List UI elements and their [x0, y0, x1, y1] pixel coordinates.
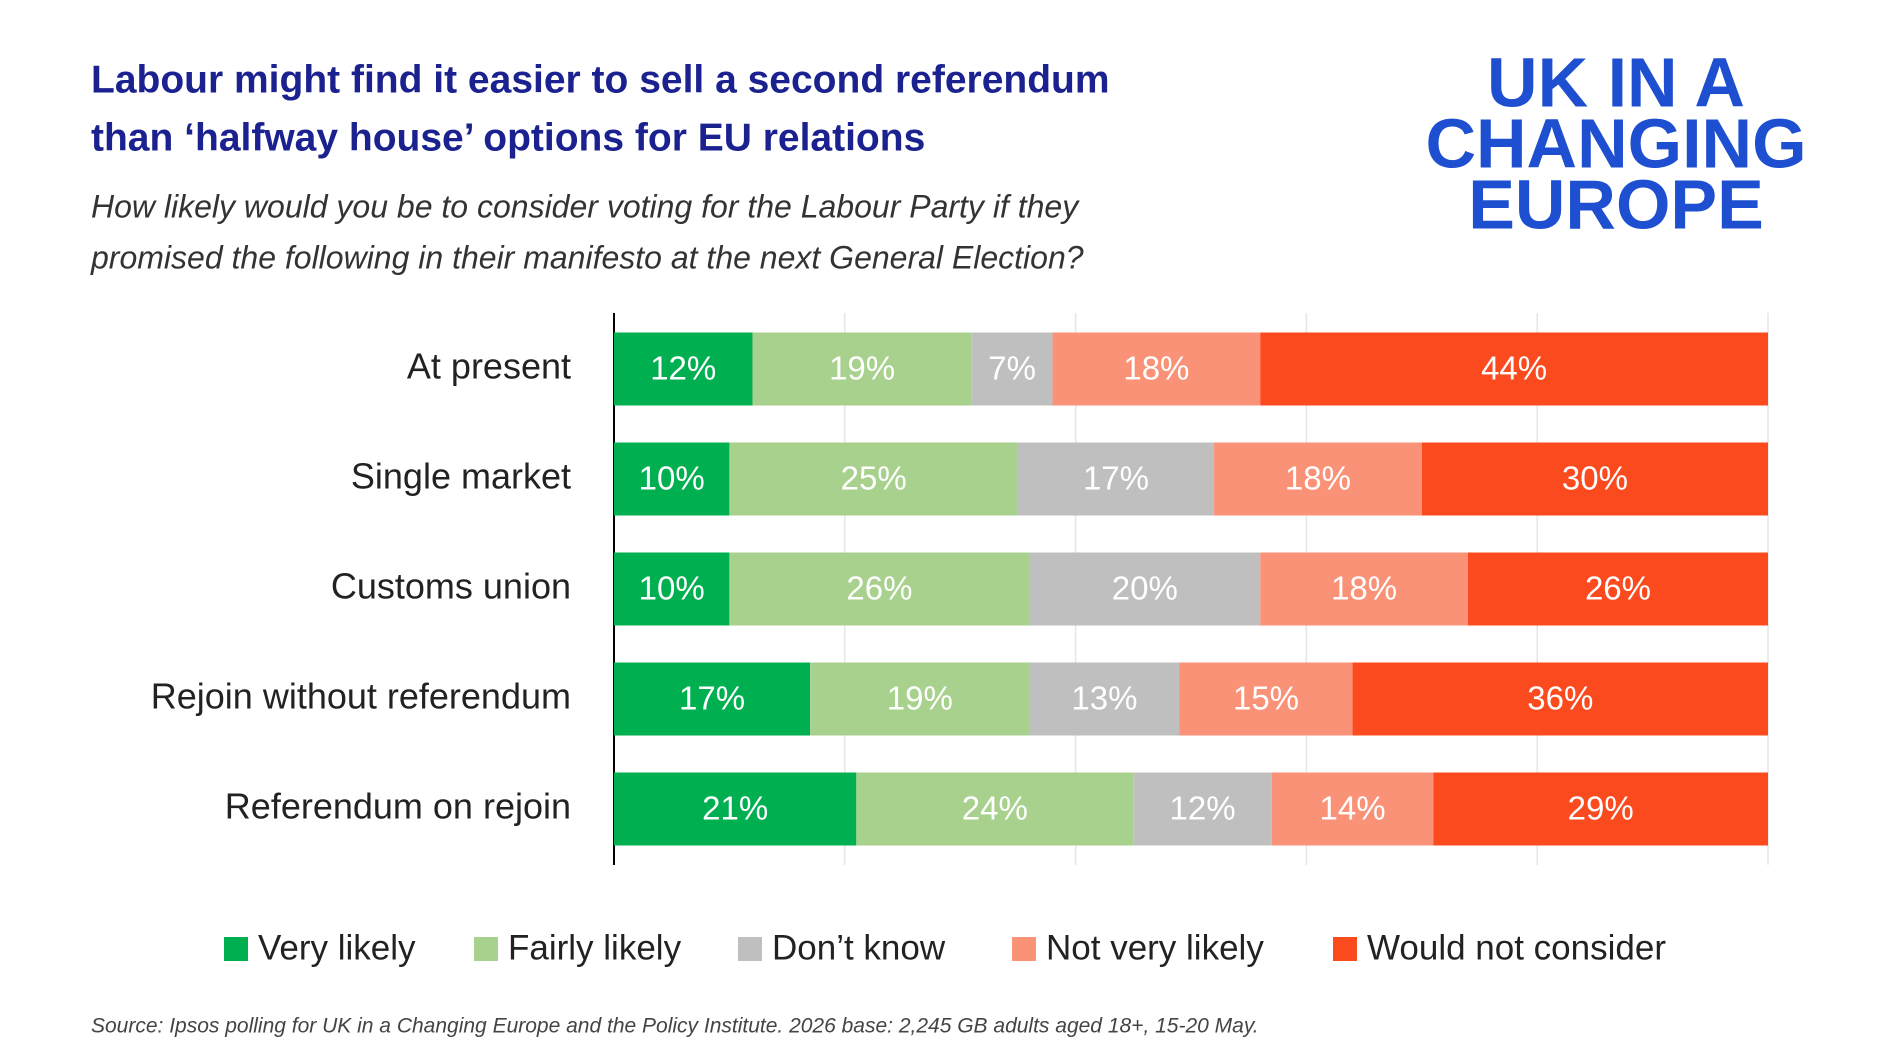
- data-label: 19%: [829, 350, 895, 387]
- bar-segment: [1029, 662, 1180, 736]
- bar-segment: [614, 442, 730, 516]
- bar-segment: [856, 772, 1134, 846]
- logo-text: UK IN A: [1487, 43, 1745, 121]
- chart-title: than ‘halfway house’ options for EU rela…: [91, 116, 925, 159]
- chart-subtitle: promised the following in their manifest…: [90, 239, 1084, 275]
- bar-segment: [1179, 662, 1353, 736]
- bar-segment: [729, 552, 1030, 626]
- legend-swatch: [474, 937, 498, 961]
- bar-segment: [614, 772, 857, 846]
- y-tick-label: At present: [407, 346, 571, 387]
- data-label: 14%: [1320, 790, 1386, 827]
- y-tick-label: Rejoin without referendum: [151, 676, 571, 717]
- bar-segment: [614, 332, 753, 406]
- bar-segment: [614, 662, 811, 736]
- bar-segment: [614, 552, 730, 626]
- y-tick-label: Customs union: [331, 566, 571, 607]
- source-note: Source: Ipsos polling for UK in a Changi…: [91, 1015, 1259, 1038]
- data-label: 18%: [1285, 460, 1351, 497]
- y-tick-label: Single market: [351, 456, 571, 497]
- bar-segment: [1271, 772, 1434, 846]
- data-label: 18%: [1331, 570, 1397, 607]
- legend-swatch: [1012, 937, 1036, 961]
- data-label: 17%: [1083, 460, 1149, 497]
- data-label: 29%: [1568, 790, 1634, 827]
- bar-segment: [752, 332, 972, 406]
- logo-text: EUROPE: [1468, 165, 1764, 243]
- bar-segment: [1467, 552, 1768, 626]
- bar-segment: [1214, 442, 1422, 516]
- data-label: 36%: [1527, 680, 1593, 717]
- bar-segment: [1029, 552, 1261, 626]
- data-label: 44%: [1481, 350, 1547, 387]
- legend-label: Don’t know: [772, 928, 946, 967]
- data-label: 7%: [988, 350, 1036, 387]
- y-tick-label: Referendum on rejoin: [225, 786, 571, 827]
- data-label: 18%: [1123, 350, 1189, 387]
- legend-swatch: [1333, 937, 1357, 961]
- legend-label: Not very likely: [1046, 928, 1264, 967]
- bar-segment: [1260, 332, 1768, 406]
- data-label: 12%: [1170, 790, 1236, 827]
- data-label: 26%: [1585, 570, 1651, 607]
- bar-segment: [971, 332, 1053, 406]
- legend-swatch: [738, 937, 762, 961]
- bar-segment: [1433, 772, 1768, 846]
- data-label: 20%: [1112, 570, 1178, 607]
- legend-label: Fairly likely: [508, 928, 682, 967]
- data-label: 21%: [702, 790, 768, 827]
- data-label: 15%: [1233, 680, 1299, 717]
- bar-segment: [1352, 662, 1768, 736]
- data-label: 17%: [679, 680, 745, 717]
- legend-label: Very likely: [258, 928, 416, 967]
- chart-title: Labour might find it easier to sell a se…: [91, 58, 1110, 101]
- data-label: 12%: [650, 350, 716, 387]
- data-label: 10%: [639, 570, 705, 607]
- legend-swatch: [224, 937, 248, 961]
- bar-segment: [1421, 442, 1768, 516]
- data-label: 19%: [887, 680, 953, 717]
- data-label: 30%: [1562, 460, 1628, 497]
- data-label: 25%: [841, 460, 907, 497]
- logo-text: CHANGING: [1425, 104, 1806, 182]
- bar-segment: [1133, 772, 1272, 846]
- bar-segment: [1052, 332, 1261, 406]
- data-label: 26%: [846, 570, 912, 607]
- bar-segment: [729, 442, 1018, 516]
- bar-segment: [1260, 552, 1468, 626]
- data-label: 13%: [1071, 680, 1137, 717]
- legend-label: Would not consider: [1367, 928, 1666, 967]
- chart-subtitle: How likely would you be to consider voti…: [91, 188, 1080, 224]
- bar-segment: [1017, 442, 1215, 516]
- bar-segment: [810, 662, 1030, 736]
- data-label: 10%: [639, 460, 705, 497]
- data-label: 24%: [962, 790, 1028, 827]
